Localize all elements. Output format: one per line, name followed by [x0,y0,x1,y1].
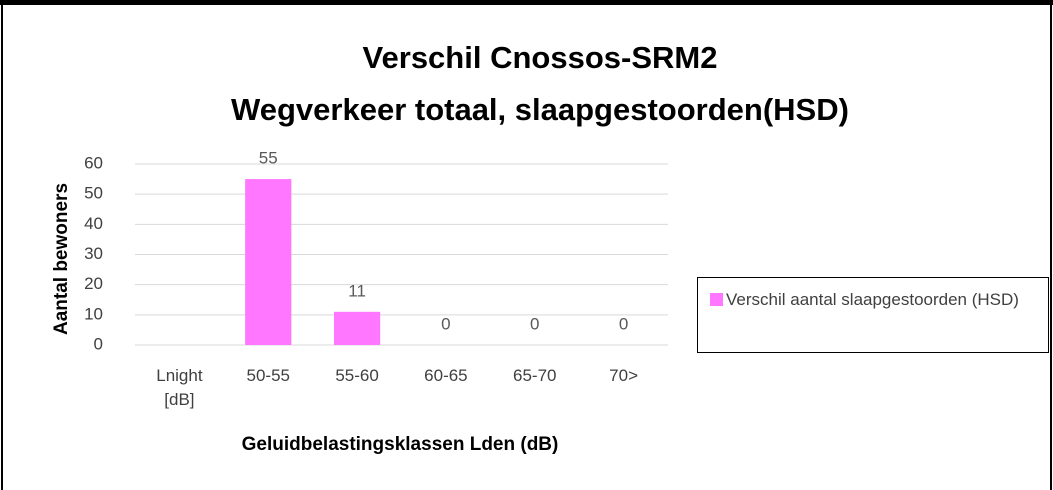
x-tick-label: 55-60 [335,366,379,385]
chart-title: Wegverkeer totaal, slaapgestoorden(HSD) [231,92,849,127]
bar [245,179,292,345]
legend-swatch [710,293,723,306]
y-tick-label: 60 [84,153,103,172]
top-border [0,0,1053,5]
data-label: 55 [259,149,278,168]
x-tick-label: 50-55 [246,366,290,385]
y-axis-label: Aantal bewoners [51,183,72,335]
y-tick-label: 10 [84,304,103,323]
data-label: 0 [530,314,539,333]
y-tick-label: 40 [84,214,103,233]
data-label: 0 [441,314,450,333]
y-tick-label: 20 [84,274,103,293]
x-tick-label: 65-70 [513,366,557,385]
chart-title: Verschil Cnossos-SRM2 [363,40,718,75]
data-label: 0 [619,314,628,333]
data-label: 11 [348,281,366,300]
x-axis-label: Geluidbelastingsklassen Lden (dB) [242,434,559,455]
y-tick-label: 0 [94,334,103,353]
bar [333,311,381,345]
y-tick-label: 30 [84,244,103,263]
x-tick-label: 60-65 [424,366,468,385]
x-tick-label: 70> [609,366,638,385]
x-tick-label: Lnight [dB] [156,366,203,409]
legend: Verschil aantal slaapgestoorden (HSD) [697,277,1049,353]
y-tick-label: 50 [84,184,103,203]
legend-label: Verschil aantal slaapgestoorden (HSD) [726,290,1019,309]
